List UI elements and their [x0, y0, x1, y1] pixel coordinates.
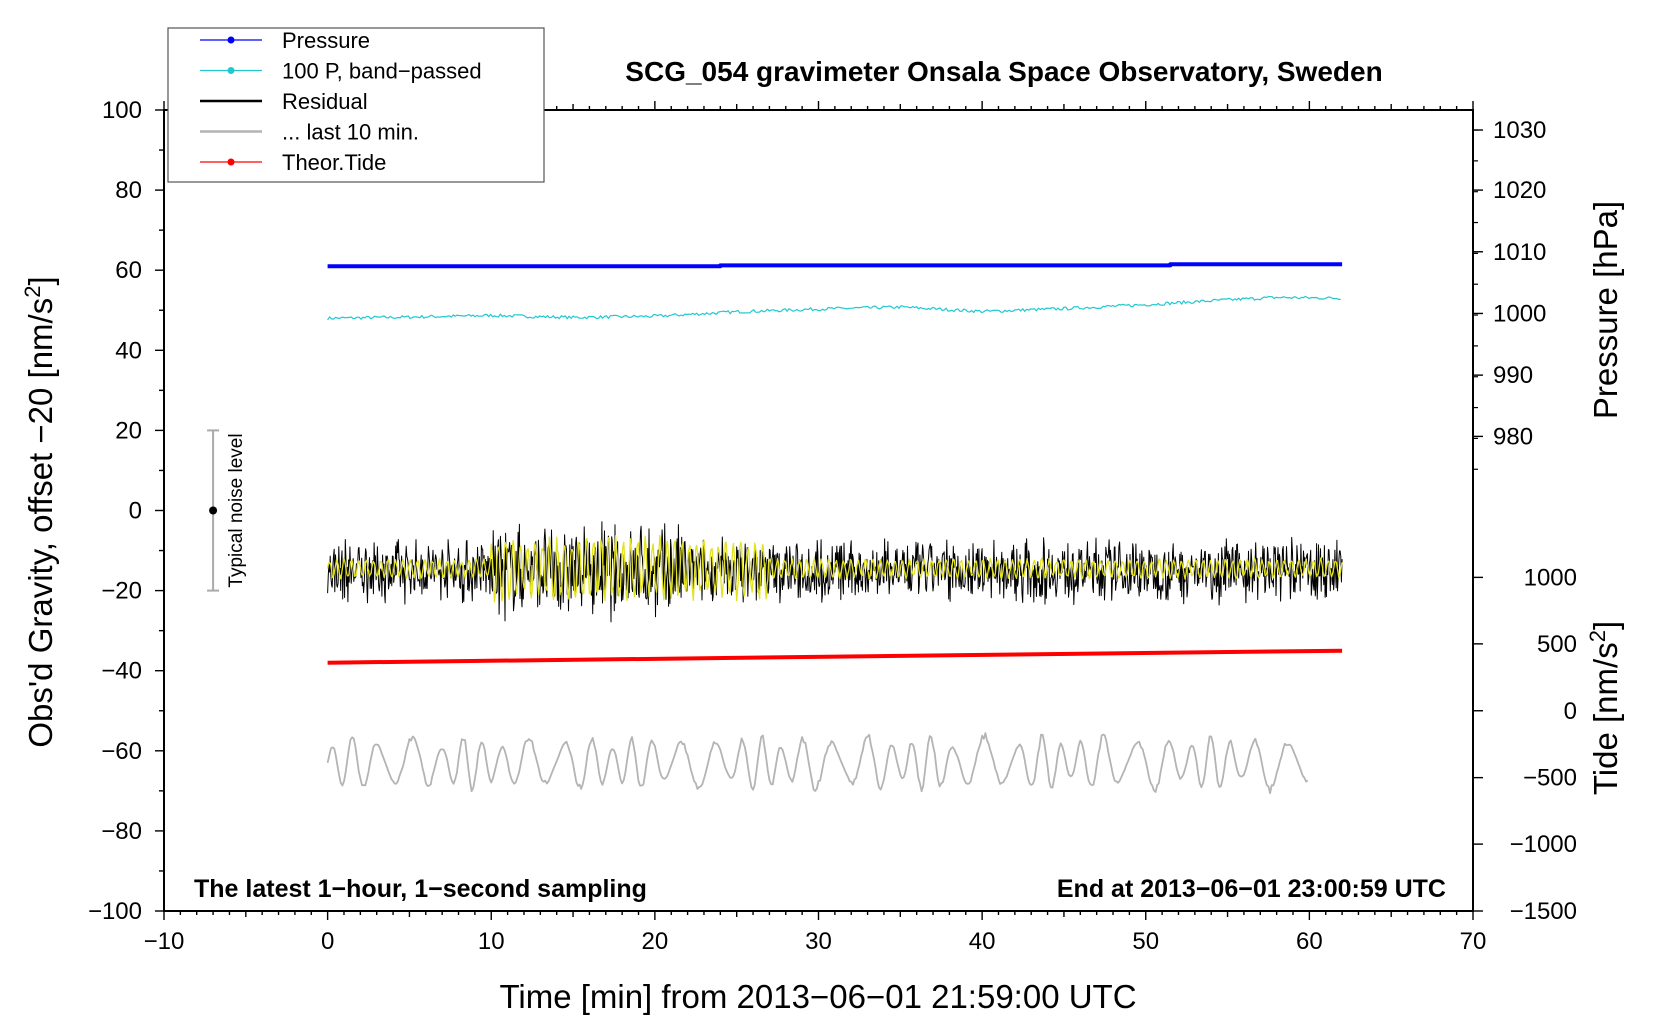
annotation-left: The latest 1−hour, 1−second sampling — [194, 875, 647, 903]
legend-box — [167, 27, 545, 183]
y-axis-title-sup: 2 — [20, 286, 45, 298]
series-pressure — [327, 262, 1343, 269]
x-axis-ticks: −10 0 10 20 30 40 50 60 70 — [144, 928, 1487, 955]
x-tick-label: 20 — [642, 928, 669, 955]
noise-bar-center-dot — [209, 506, 218, 515]
y-tick-label: 100 — [102, 97, 142, 124]
tide-tick-label: −500 — [1523, 765, 1577, 792]
y-tick-label: −80 — [101, 818, 142, 845]
x-tick-label: 0 — [321, 928, 334, 955]
y-tick-label: −40 — [101, 658, 142, 685]
y-tick-label: 0 — [129, 498, 142, 525]
x-tick-label: 10 — [478, 928, 505, 955]
series-pressure-bandpassed — [327, 295, 1341, 321]
legend-swatch-marker — [227, 36, 235, 44]
plot-frame — [163, 109, 1474, 912]
tide-tick-label: 1000 — [1524, 564, 1577, 591]
y-axis-ticks: 100 80 60 40 20 0 −20 −40 −60 −80 −100 — [88, 97, 142, 925]
x-tick-label: 60 — [1296, 928, 1323, 955]
x-tick-label: 30 — [805, 928, 832, 955]
tide-axis-title-close: ] — [1587, 621, 1624, 630]
legend-label: Residual — [282, 89, 368, 114]
legend-label: Pressure — [282, 28, 370, 53]
tide-axis-title: Tide [nm/s2] — [1585, 621, 1624, 795]
y-tick-label: −20 — [101, 578, 142, 605]
tide-tick-label: −1500 — [1510, 898, 1577, 925]
tide-axis-title-sup: 2 — [1585, 630, 1610, 642]
legend-swatch-marker — [227, 158, 235, 166]
tide-axis-title-main: Tide [nm/s — [1587, 642, 1624, 795]
tide-axis-ticks: 1000 500 0 −500 −1000 −1500 — [1473, 564, 1577, 925]
pressure-tick-label: 1030 — [1493, 117, 1546, 144]
series-lines — [326, 262, 1343, 795]
y-tick-label: 40 — [115, 337, 142, 364]
y-tick-label: 80 — [115, 177, 142, 204]
pressure-tick-label: 1010 — [1493, 239, 1546, 266]
y-axis-title-main: Obs'd Gravity, offset −20 [nm/s — [22, 298, 59, 748]
annotation-right: End at 2013−06−01 23:00:59 UTC — [1057, 875, 1446, 903]
series-residual-smoothed — [326, 534, 1343, 603]
pressure-tick-label: 1000 — [1493, 300, 1546, 327]
x-tick-label: 40 — [969, 928, 996, 955]
y-tick-label: 60 — [115, 257, 142, 284]
pressure-tick-label: 1020 — [1493, 177, 1546, 204]
legend-label: Theor.Tide — [282, 150, 386, 175]
legend-swatch-marker — [227, 67, 235, 74]
legend-label: 100 P, band−passed — [282, 59, 482, 84]
pressure-tick-label: 980 — [1493, 423, 1533, 450]
tide-tick-label: 0 — [1564, 698, 1577, 725]
x-tick-label: 50 — [1132, 928, 1159, 955]
noise-level-label: Typical noise level — [226, 433, 247, 587]
minor-ticks — [155, 101, 1474, 920]
tide-tick-label: 500 — [1537, 631, 1577, 658]
y-tick-label: 20 — [115, 417, 142, 444]
x-axis-title: Time [min] from 2013−06−01 21:59:00 UTC — [499, 978, 1136, 1015]
y-tick-label: −60 — [101, 738, 142, 765]
series-last-10-min — [326, 732, 1309, 795]
series-residual — [327, 521, 1343, 623]
pressure-axis-ticks: 1030 1020 1010 1000 990 980 — [1473, 117, 1546, 470]
y-axis-title-close: ] — [22, 276, 59, 285]
x-tick-label: 70 — [1460, 928, 1487, 955]
pressure-tick-label: 990 — [1493, 362, 1533, 389]
chart-title: SCG_054 gravimeter Onsala Space Observat… — [625, 56, 1382, 87]
y-axis-title: Obs'd Gravity, offset −20 [nm/s2] — [20, 276, 59, 747]
tide-tick-label: −1000 — [1510, 831, 1577, 858]
noise-level-bar — [207, 429, 220, 592]
legend: Pressure 100 P, band−passed Residual ... la… — [167, 27, 545, 183]
legend-label: ... last 10 min. — [282, 120, 419, 145]
pressure-axis-title: Pressure [hPa] — [1587, 201, 1624, 419]
series-theoretical-tide — [327, 648, 1343, 665]
x-tick-label: −10 — [144, 928, 185, 955]
y-tick-label: −100 — [88, 898, 142, 925]
